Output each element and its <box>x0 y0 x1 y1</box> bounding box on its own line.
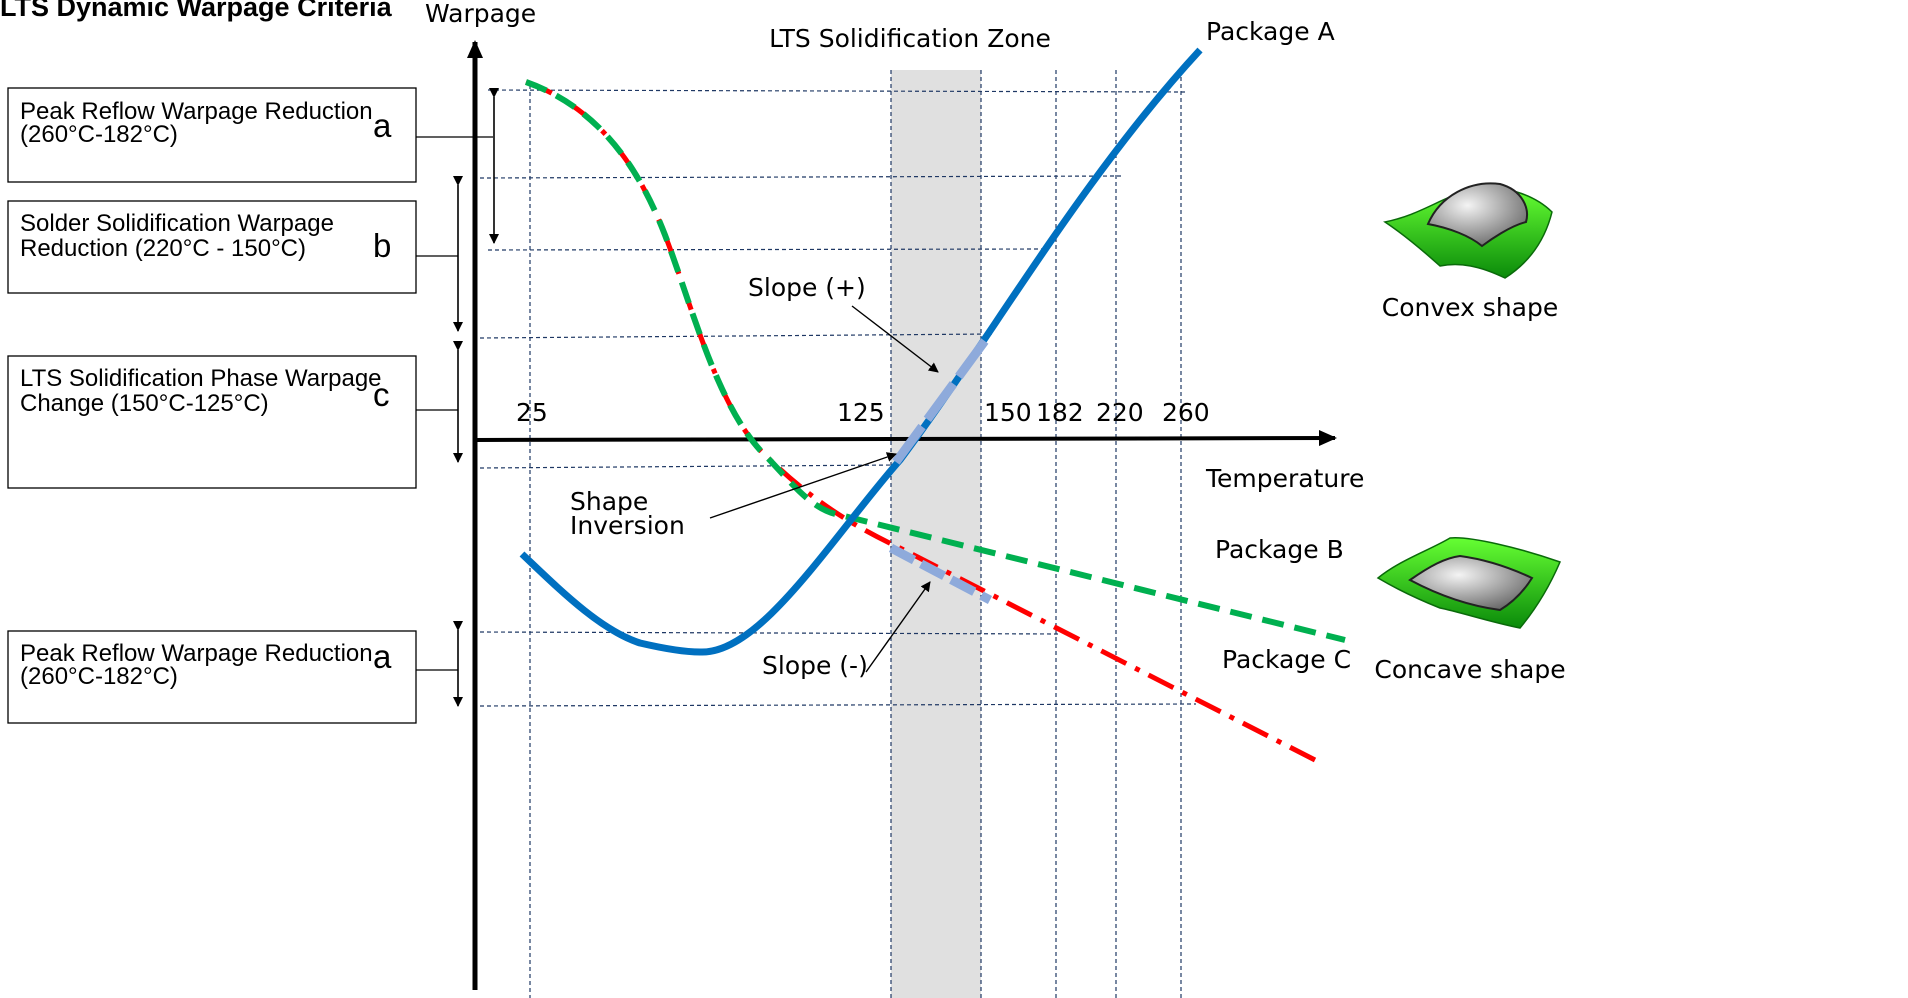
concave-shape-label: Concave shape <box>1374 655 1565 684</box>
package-a-curve <box>522 50 1200 652</box>
package-a-label: Package A <box>1206 17 1335 46</box>
package-b-label: Package B <box>1215 535 1344 564</box>
criteria-text: Change (150°C-125°C) <box>20 390 269 417</box>
criteria-box-b: Solder Solidification Warpage Reduction … <box>8 201 416 293</box>
lts-solidification-zone <box>891 70 981 998</box>
convex-shape-icon <box>1385 183 1552 278</box>
slope-negative-label: Slope (-) <box>762 651 868 680</box>
criteria-text: (260°C-182°C) <box>20 663 178 690</box>
criteria-box-c: LTS Solidification Phase Warpage Change … <box>8 356 416 488</box>
zone-label: LTS Solidification Zone <box>769 24 1051 53</box>
criteria-box-a-top: Peak Reflow Warpage Reduction (260°C-182… <box>8 88 416 182</box>
x-axis-label: Temperature <box>1205 464 1364 493</box>
criteria-text: LTS Solidification Phase Warpage <box>20 365 382 392</box>
tick-label: 260 <box>1162 398 1210 427</box>
slope-positive-label: Slope (+) <box>748 273 866 302</box>
criteria-text: (260°C-182°C) <box>20 121 178 148</box>
criteria-text: Solder Solidification Warpage <box>20 210 334 237</box>
x-axis <box>475 438 1335 440</box>
criteria-letter: a <box>373 107 392 144</box>
tick-label: 125 <box>837 398 885 427</box>
criteria-letter: a <box>373 638 392 675</box>
box-connectors <box>416 137 493 670</box>
shape-inversion-label: Inversion <box>570 511 685 540</box>
tick-label: 182 <box>1036 398 1084 427</box>
y-axis-label: Warpage <box>425 0 536 28</box>
package-c-label: Package C <box>1222 645 1351 674</box>
convex-shape-label: Convex shape <box>1382 293 1559 322</box>
tick-label: 25 <box>516 398 548 427</box>
diagram-title: LTS Dynamic Warpage Criteria <box>0 0 393 22</box>
criteria-text: Reduction (220°C - 150°C) <box>20 235 306 262</box>
concave-shape-icon <box>1378 538 1560 628</box>
tick-label: 150 <box>984 398 1032 427</box>
criteria-letter: b <box>373 227 391 264</box>
criteria-box-a-bottom: Peak Reflow Warpage Reduction (260°C-182… <box>8 631 416 723</box>
shape-inversion-arrow <box>710 454 896 518</box>
tick-label: 220 <box>1096 398 1144 427</box>
criteria-letter: c <box>373 376 390 413</box>
x-tick-labels: 25 125 150 182 220 260 <box>516 398 1210 427</box>
